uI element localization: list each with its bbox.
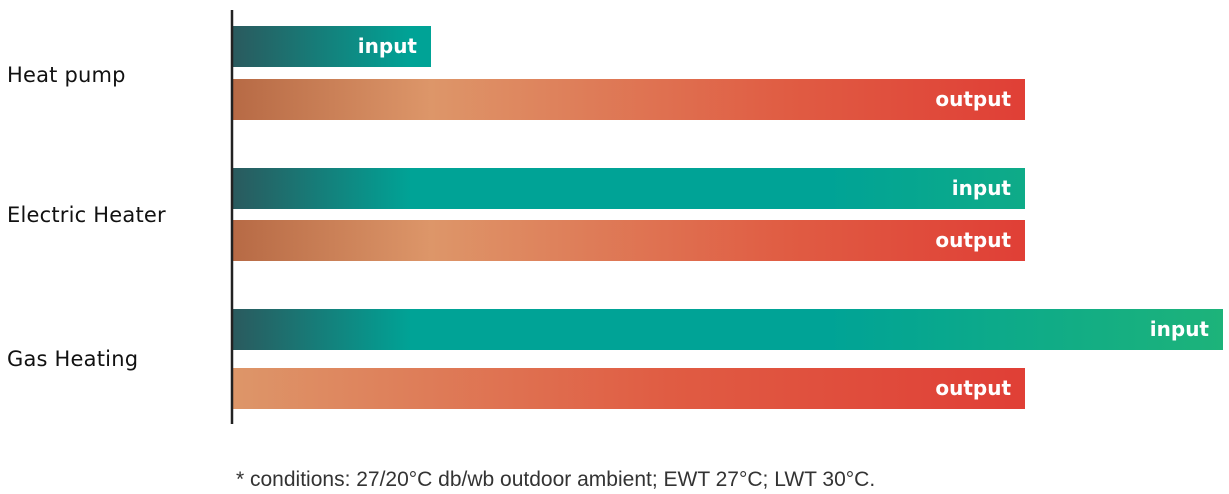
- bar-label-heat-pump-input: input: [358, 34, 418, 58]
- category-label-electric-heater: Electric Heater: [7, 203, 166, 227]
- bar-label-electric-heater-input: input: [952, 176, 1012, 200]
- bar-label-gas-heating-input: input: [1150, 317, 1210, 341]
- bar-electric-heater-output: [233, 220, 1025, 261]
- bar-heat-pump-input: [233, 26, 431, 67]
- bar-heat-pump-output: [233, 79, 1025, 120]
- category-label-gas-heating: Gas Heating: [7, 347, 138, 371]
- bar-electric-heater-input: [233, 168, 1025, 209]
- bar-gas-heating-output: [233, 368, 1025, 409]
- bar-label-gas-heating-output: output: [935, 376, 1011, 400]
- footnote: * conditions: 27/20°C db/wb outdoor ambi…: [236, 468, 875, 491]
- bar-label-electric-heater-output: output: [935, 228, 1011, 252]
- category-label-heat-pump: Heat pump: [7, 63, 126, 87]
- bar-label-heat-pump-output: output: [935, 87, 1011, 111]
- bar-gas-heating-input: [233, 309, 1223, 350]
